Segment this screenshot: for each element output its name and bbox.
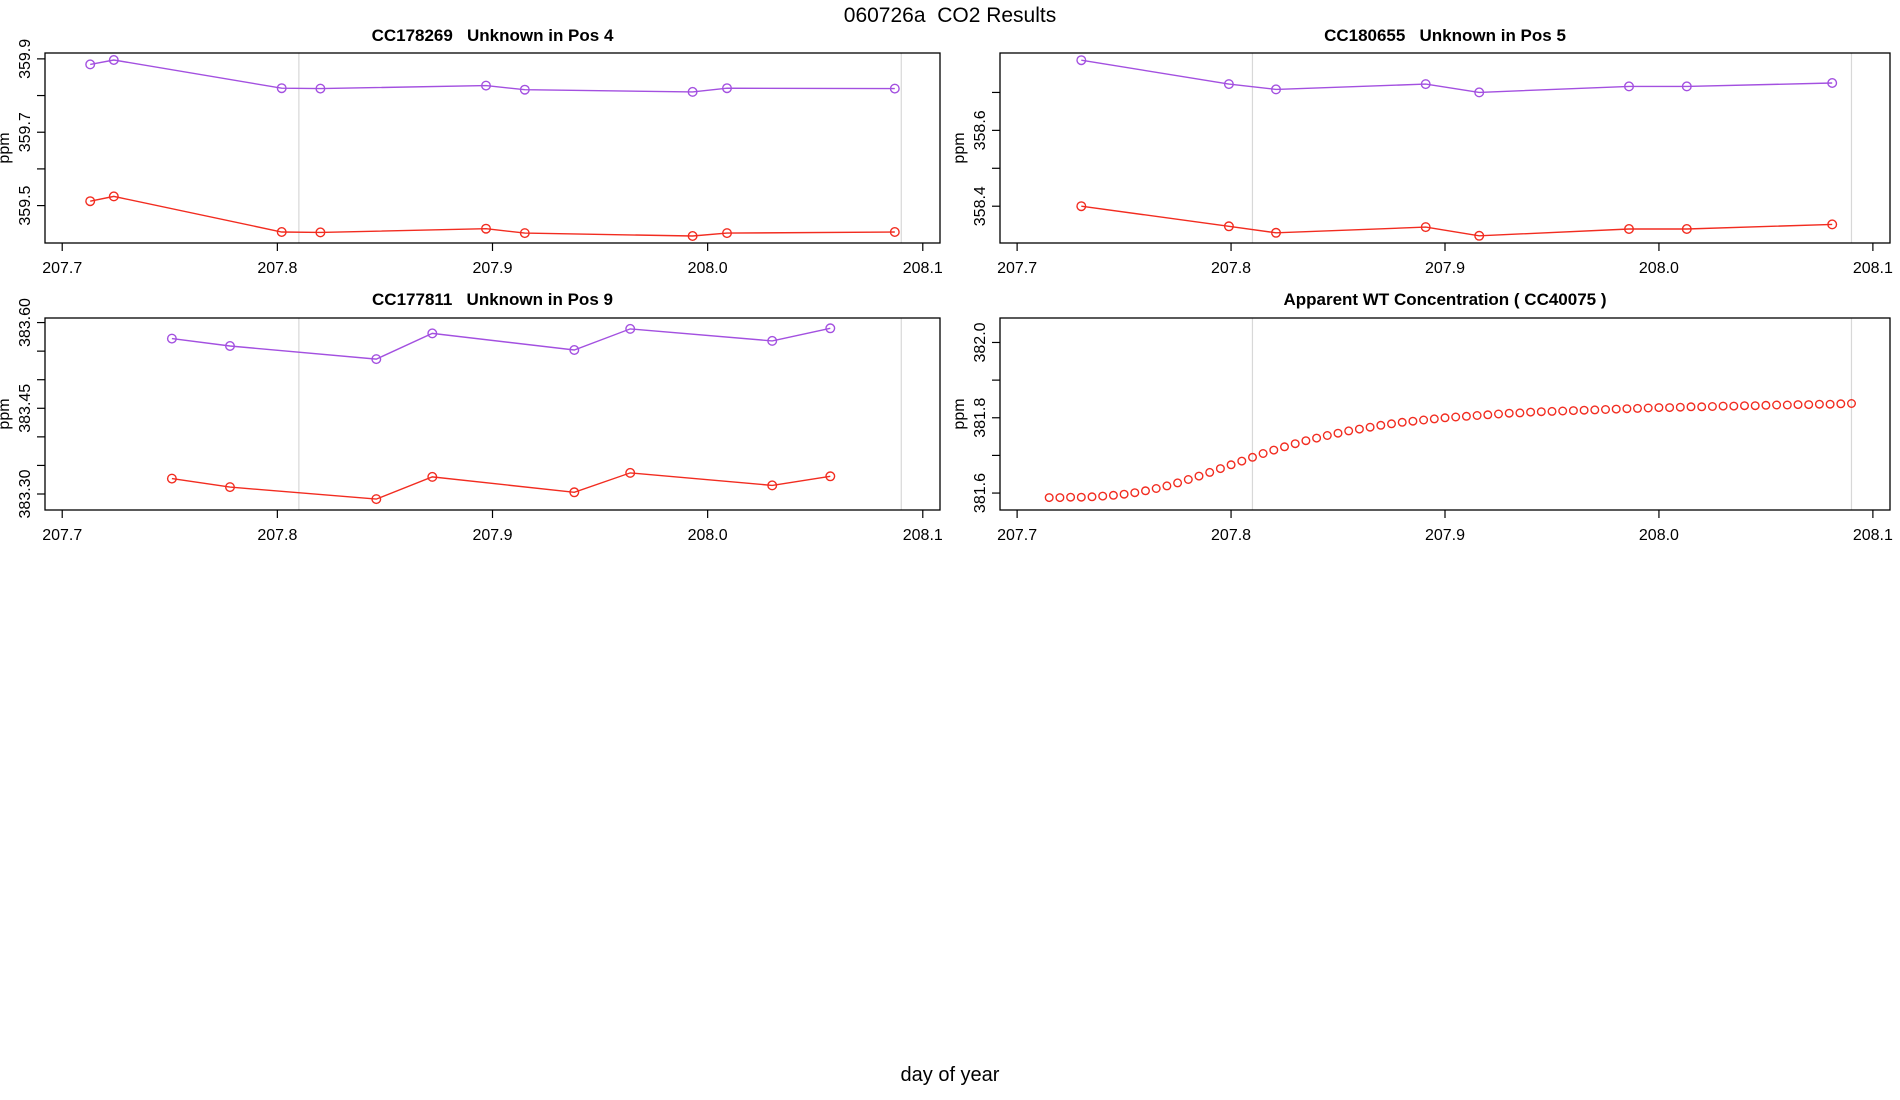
panel-0-series-0 (85, 55, 900, 97)
svg-text:208.0: 208.0 (688, 260, 728, 277)
panel-0-event-lines (298, 53, 902, 243)
panel-title-pos4: CC178269 Unknown in Pos 4 (371, 26, 614, 45)
panel-3-y-axis-title: ppm (951, 398, 968, 429)
svg-text:208.1: 208.1 (903, 527, 943, 544)
svg-text:208.1: 208.1 (903, 260, 943, 277)
svg-text:208.1: 208.1 (1853, 260, 1893, 277)
panel-1-x-axis: 207.7 207.8 207.9 208.0 208.1 (997, 243, 1893, 277)
svg-text:383.60: 383.60 (17, 298, 34, 347)
panel-2-event-lines (298, 318, 902, 510)
page-title: 060726a CO2 Results (843, 4, 1057, 27)
svg-text:382.0: 382.0 (972, 322, 989, 362)
svg-text:208.0: 208.0 (1639, 527, 1679, 544)
panel-0-box (44, 52, 941, 244)
svg-text:359.9: 359.9 (17, 39, 34, 79)
panel-3: 207.7 207.8 207.9 208.0 208.1 381.6 381.8 382.0… (951, 317, 1893, 544)
panel-3-series-0 (1044, 399, 1856, 503)
panel-2-y-axis-title: ppm (0, 398, 13, 429)
panel-0-y-axis: 359.5 359.7 359.9 (17, 39, 45, 226)
panel-0: 207.7 207.8 207.9 208.0 208.1 359.5 359.7 359.9… (0, 39, 943, 277)
svg-text:207.7: 207.7 (997, 527, 1037, 544)
panel-0-y-axis-title: ppm (0, 132, 13, 163)
panel-2-y-axis: 383.30 383.45 383.60 (17, 298, 45, 518)
svg-text:207.7: 207.7 (997, 260, 1037, 277)
svg-text:358.6: 358.6 (972, 110, 989, 150)
svg-text:358.4: 358.4 (972, 186, 989, 226)
svg-text:207.7: 207.7 (42, 260, 82, 277)
svg-text:207.8: 207.8 (257, 527, 297, 544)
svg-text:208.1: 208.1 (1853, 527, 1893, 544)
svg-text:381.6: 381.6 (972, 473, 989, 513)
svg-text:207.9: 207.9 (1425, 527, 1465, 544)
panel-3-event-lines (1251, 318, 1853, 510)
panel-1-y-axis-title: ppm (951, 132, 968, 163)
svg-text:359.5: 359.5 (17, 185, 34, 225)
svg-text:207.8: 207.8 (257, 260, 297, 277)
svg-text:383.45: 383.45 (17, 384, 34, 433)
svg-text:208.0: 208.0 (1639, 260, 1679, 277)
svg-text:381.8: 381.8 (972, 398, 989, 438)
svg-text:207.9: 207.9 (472, 260, 512, 277)
panel-2-box (44, 317, 941, 511)
panel-title-pos9: CC177811 Unknown in Pos 9 (372, 290, 613, 309)
panel-1-series-0 (1076, 55, 1838, 98)
panel-1-box (999, 52, 1891, 244)
svg-text:207.9: 207.9 (472, 527, 512, 544)
panel-title-wt-concentration: Apparent WT Concentration ( CC40075 ) (1283, 290, 1607, 309)
svg-text:207.8: 207.8 (1211, 527, 1251, 544)
svg-text:208.0: 208.0 (688, 527, 728, 544)
panel-3-y-axis: 381.6 381.8 382.0 (972, 322, 1000, 513)
panel-3-x-axis: 207.7 207.8 207.9 208.0 208.1 (997, 510, 1893, 544)
panel-1-event-lines (1251, 53, 1853, 243)
panel-2-series-1 (166, 467, 836, 505)
svg-text:207.8: 207.8 (1211, 260, 1251, 277)
panel-2: 207.7 207.8 207.9 208.0 208.1383.30383.45383… (0, 298, 943, 544)
panel-2-series-0 (166, 323, 836, 365)
panel-0-series-1 (85, 191, 900, 241)
panel-1-series-1 (1076, 201, 1838, 241)
svg-text:207.7: 207.7 (42, 527, 82, 544)
x-axis-label: day of year (900, 1064, 1000, 1086)
panel-0-x-axis: 207.7 207.8 207.9 208.0 208.1 (42, 243, 943, 277)
svg-text:207.9: 207.9 (1425, 260, 1465, 277)
panel-2-x-axis: 207.7 207.8 207.9 208.0 208.1 (42, 510, 943, 544)
panel-title-pos5: CC180655 Unknown in Pos 5 (1324, 26, 1566, 45)
svg-text:359.7: 359.7 (17, 112, 34, 152)
svg-text:383.30: 383.30 (17, 469, 34, 518)
panel-1-y-axis: 358.4 358.6 (972, 91, 1000, 226)
